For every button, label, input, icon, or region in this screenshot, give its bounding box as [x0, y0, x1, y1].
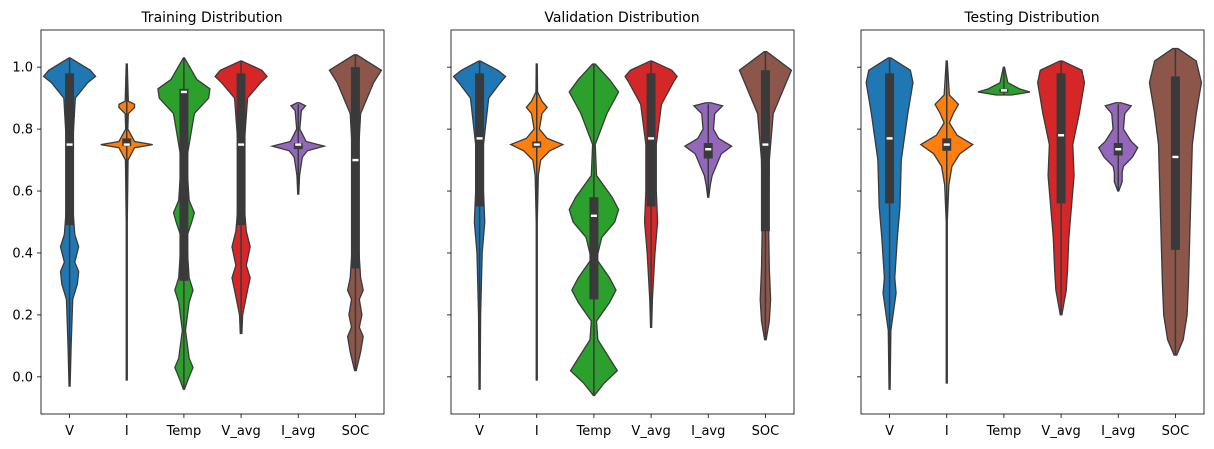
training-box-soc	[350, 67, 360, 269]
training-median-v_avg	[238, 143, 245, 146]
validation-median-i_avg	[705, 148, 712, 151]
testing-xtick-label: I_avg	[1101, 424, 1135, 439]
validation-box-v	[475, 73, 485, 207]
training-median-i_avg	[295, 143, 302, 146]
testing-xtick-label: SOC	[1162, 424, 1190, 439]
validation-xtick-label: I_avg	[691, 424, 725, 439]
training-box-i	[122, 138, 132, 147]
training-median-v	[66, 143, 73, 146]
testing-median-i	[943, 143, 950, 146]
training-box-i_avg	[293, 143, 303, 150]
testing-title: Testing Distribution	[963, 10, 1099, 26]
validation-xtick-label: V_avg	[631, 424, 670, 439]
training-box-temp	[179, 88, 189, 281]
testing-median-v_avg	[1058, 134, 1065, 137]
training-xtick-label: SOC	[342, 424, 370, 439]
validation-median-v_avg	[648, 137, 655, 140]
validation-xtick-label: SOC	[752, 424, 780, 439]
testing-box-soc	[1170, 76, 1180, 250]
testing-xtick-label: V_avg	[1041, 424, 1080, 439]
training-ytick-label: 1.0	[12, 61, 33, 76]
validation-median-i	[533, 143, 540, 146]
validation-median-soc	[762, 143, 769, 146]
testing-xtick-label: I	[945, 424, 949, 439]
training-xtick-label: I	[125, 424, 129, 439]
testing-median-i_avg	[1115, 148, 1122, 151]
validation-panel: Validation Distribution V I Temp V_avg I_avg…	[447, 10, 795, 439]
validation-box-temp	[589, 197, 599, 300]
training-xtick-label: V	[65, 424, 74, 439]
testing-axes-frame	[860, 29, 1205, 415]
training-box-v	[65, 73, 75, 226]
validation-median-v	[476, 137, 483, 140]
training-xtick-label: Temp	[166, 424, 202, 439]
testing-median-temp	[1000, 89, 1007, 92]
testing-xtick-label: Temp	[986, 424, 1022, 439]
training-median-i	[123, 143, 130, 146]
validation-title: Validation Distribution	[544, 10, 699, 26]
testing-median-soc	[1172, 155, 1179, 159]
testing-panel: Testing Distribution V I Temp V_avg I_avg SOC	[857, 10, 1205, 439]
training-axes-frame	[40, 29, 385, 415]
training-xtick-label: V_avg	[221, 424, 260, 439]
validation-xtick-label: I	[535, 424, 539, 439]
training-ytick-label: 0.8	[12, 123, 33, 138]
testing-box-v_avg	[1056, 73, 1066, 204]
training-title: Training Distribution	[140, 10, 282, 26]
testing-xtick-label: V	[885, 424, 894, 439]
training-ytick-label: 0.0	[12, 370, 33, 385]
validation-box-soc	[760, 70, 770, 232]
training-median-soc	[352, 158, 359, 162]
validation-box-v_avg	[646, 73, 656, 207]
validation-box-i_avg	[703, 143, 713, 159]
training-panel: Training Distribution V I Temp V_avg I_avg SO…	[12, 10, 385, 439]
validation-axes-frame	[450, 29, 795, 415]
training-ytick-label: 0.4	[12, 246, 33, 261]
training-xtick-label: I_avg	[281, 424, 315, 439]
training-median-temp	[180, 90, 187, 94]
testing-median-v	[886, 137, 893, 140]
training-box-v_avg	[236, 73, 246, 226]
training-ytick-label: 0.2	[12, 308, 33, 323]
validation-median-temp	[590, 214, 597, 218]
validation-xtick-label: V	[475, 424, 484, 439]
validation-xtick-label: Temp	[576, 424, 612, 439]
training-ytick-label: 0.6	[12, 185, 33, 200]
